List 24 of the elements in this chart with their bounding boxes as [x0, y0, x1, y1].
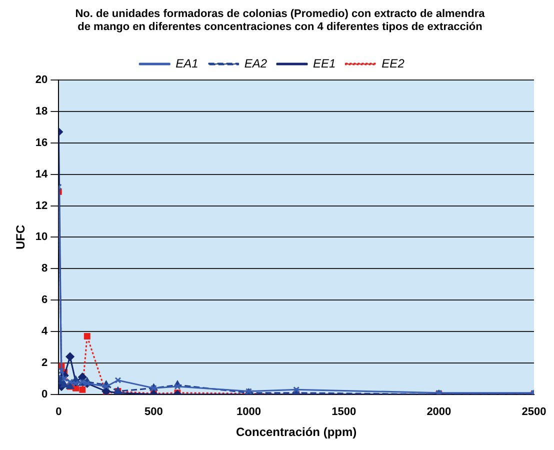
- legend-label: EA2: [244, 56, 268, 70]
- x-tick-label: 1000: [236, 406, 262, 418]
- x-tick-label: 2500: [522, 406, 546, 418]
- chart-title: No. de unidades formadoras de colonias (Promedio) con extracto de almendra de mango en diferentes concentraciones con 4 diferentes tipos de extracción: [74, 8, 486, 34]
- y-axis-title: UFC: [14, 224, 28, 250]
- x-axis-title: Concentración (ppm): [236, 425, 357, 440]
- x-tick-label: 500: [144, 406, 163, 418]
- x-tick-label: 0: [56, 406, 62, 418]
- legend-label: EE1: [313, 56, 336, 70]
- y-tick-label: 20: [35, 74, 48, 86]
- x-tick-label: 1500: [332, 406, 356, 418]
- y-tick-label: 16: [35, 136, 48, 149]
- y-tick-label: 8: [42, 262, 48, 275]
- y-tick-label: 0: [42, 388, 48, 400]
- x-tick-label: 2000: [426, 406, 452, 418]
- y-tick-label: 14: [35, 168, 49, 180]
- legend-label: EA1: [176, 56, 198, 70]
- y-tick-label: 12: [35, 200, 48, 212]
- y-tick-label: 6: [42, 294, 48, 306]
- y-tick-label: 2: [42, 356, 48, 369]
- y-tick-label: 4: [42, 326, 49, 338]
- y-tick-label: 18: [35, 105, 48, 118]
- y-tick-label: 10: [35, 231, 48, 244]
- legend-label: EE2: [382, 56, 405, 70]
